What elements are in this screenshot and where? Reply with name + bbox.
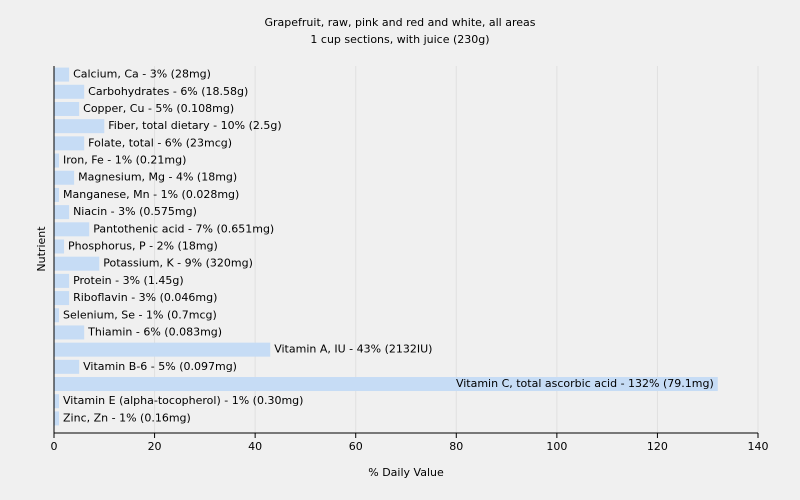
bar: [54, 187, 60, 202]
bar: [54, 101, 80, 116]
data-label: Calcium, Ca - 3% (28mg): [73, 68, 211, 81]
bar: [54, 342, 271, 357]
x-tick-label: 20: [148, 440, 162, 453]
x-tick-label: 140: [748, 440, 769, 453]
data-label: Vitamin E (alpha-tocopherol) - 1% (0.30m…: [63, 394, 303, 407]
bar: [54, 170, 75, 185]
bar: [54, 222, 90, 237]
data-label: Phosphorus, P - 2% (18mg): [68, 240, 218, 253]
x-tick-label: 120: [647, 440, 668, 453]
y-axis-title: Nutrient: [35, 226, 48, 272]
bar: [54, 119, 105, 134]
data-label: Vitamin B-6 - 5% (0.097mg): [83, 360, 237, 373]
bar: [54, 325, 85, 340]
data-label: Vitamin C, total ascorbic acid - 132% (7…: [456, 377, 714, 390]
bar: [54, 205, 70, 220]
data-label: Niacin - 3% (0.575mg): [73, 205, 197, 218]
data-label: Potassium, K - 9% (320mg): [103, 257, 253, 270]
x-tick-label: 80: [449, 440, 463, 453]
data-label: Thiamin - 6% (0.083mg): [87, 325, 222, 338]
data-label: Riboflavin - 3% (0.046mg): [73, 291, 217, 304]
data-label: Folate, total - 6% (23mcg): [88, 136, 232, 149]
data-label: Pantothenic acid - 7% (0.651mg): [93, 222, 274, 235]
bar: [54, 359, 80, 374]
x-tick-label: 60: [349, 440, 363, 453]
bar: [54, 239, 65, 254]
bar: [54, 273, 70, 288]
data-label: Zinc, Zn - 1% (0.16mg): [63, 411, 191, 424]
x-axis-title: % Daily Value: [368, 466, 444, 479]
bar: [54, 67, 70, 82]
x-tick-label: 40: [248, 440, 262, 453]
bar: [54, 153, 60, 168]
data-label: Iron, Fe - 1% (0.21mg): [63, 154, 186, 167]
data-label: Selenium, Se - 1% (0.7mcg): [63, 308, 217, 321]
bar: [54, 291, 70, 306]
data-label: Magnesium, Mg - 4% (18mg): [78, 171, 237, 184]
data-label: Fiber, total dietary - 10% (2.5g): [108, 119, 281, 132]
bar: [54, 377, 718, 392]
chart-title: Grapefruit, raw, pink and red and white,…: [264, 16, 535, 29]
x-tick-label: 0: [51, 440, 58, 453]
data-label: Protein - 3% (1.45g): [73, 274, 184, 287]
data-label: Vitamin A, IU - 43% (2132IU): [274, 343, 432, 356]
bar: [54, 84, 85, 99]
chart-subtitle: 1 cup sections, with juice (230g): [310, 33, 489, 46]
bar: [54, 411, 60, 426]
data-label: Manganese, Mn - 1% (0.028mg): [63, 188, 239, 201]
x-tick-label: 100: [546, 440, 567, 453]
bar: [54, 136, 85, 151]
data-label: Copper, Cu - 5% (0.108mg): [83, 102, 234, 115]
bar: [54, 394, 60, 409]
bar: [54, 308, 60, 323]
data-label: Carbohydrates - 6% (18.58g): [88, 85, 248, 98]
bar: [54, 256, 100, 271]
